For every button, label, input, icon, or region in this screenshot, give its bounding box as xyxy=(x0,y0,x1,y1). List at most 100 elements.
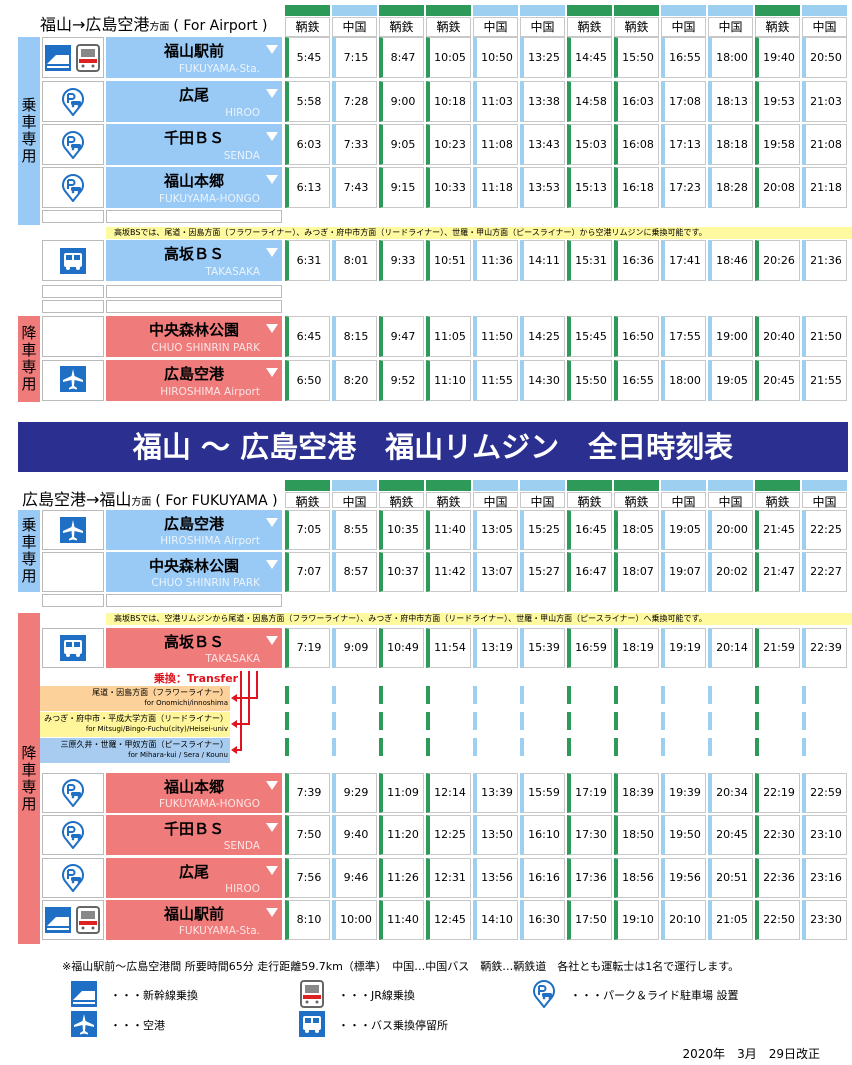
time-cell: 5:45 xyxy=(285,37,330,78)
column-stripe xyxy=(473,738,477,756)
time-cell: 10:51 xyxy=(426,240,471,281)
column-stripe xyxy=(708,712,712,730)
stop-name: 福山本郷 xyxy=(163,778,224,796)
stop-name: 中央森林公園 xyxy=(148,557,239,575)
column-stripe xyxy=(755,686,759,704)
time-cell: 21:08 xyxy=(802,124,847,165)
time-cell: 17:55 xyxy=(661,316,706,357)
time-cell: 9:00 xyxy=(379,81,424,122)
time-cell: 7:07 xyxy=(285,552,330,592)
legend-label: ・・・バス乗換停留所 xyxy=(338,1019,448,1032)
time-cell: 19:19 xyxy=(661,628,706,668)
operator-label: 鞆鉄 xyxy=(426,492,471,509)
time-cell: 11:40 xyxy=(426,510,471,550)
operator-bar xyxy=(473,480,518,491)
time-cell: 21:45 xyxy=(755,510,800,550)
dropdown-arrow xyxy=(266,248,278,257)
icon-cell xyxy=(42,316,104,357)
time-cell: 9:47 xyxy=(379,316,424,357)
operator-bar xyxy=(285,5,330,16)
stop-name: 広島空港 xyxy=(163,365,224,383)
title-part: 方面 xyxy=(131,497,152,508)
stop-name: 広尾 xyxy=(178,86,209,104)
icon-bus xyxy=(298,1010,326,1038)
blank-cell xyxy=(106,285,282,298)
icon-graphic xyxy=(299,1011,325,1037)
time-cell: 19:56 xyxy=(661,858,706,898)
stop-box xyxy=(106,167,282,208)
time-cell: 15:50 xyxy=(614,37,659,78)
time-cell: 16:10 xyxy=(520,815,565,855)
time-cell: 19:39 xyxy=(661,773,706,813)
operator-label: 鞆鉄 xyxy=(285,17,330,37)
time-cell: 8:57 xyxy=(332,552,377,592)
icon-graphic xyxy=(71,1011,97,1037)
column-stripe xyxy=(473,712,477,730)
icon-graphic xyxy=(60,517,86,543)
time-cell: 13:56 xyxy=(473,858,518,898)
stop-name-en: FUKUYAMA-Sta. xyxy=(178,63,260,75)
dropdown-arrow xyxy=(266,781,278,790)
operator-bar xyxy=(379,480,424,491)
time-cell: 10:05 xyxy=(426,37,471,78)
time-cell: 20:00 xyxy=(708,510,753,550)
time-cell: 11:55 xyxy=(473,360,518,401)
icon-graphic xyxy=(62,779,84,808)
time-cell: 20:40 xyxy=(755,316,800,357)
time-cell: 22:39 xyxy=(802,628,847,668)
time-cell: 10:35 xyxy=(379,510,424,550)
time-cell: 9:29 xyxy=(332,773,377,813)
time-cell: 22:36 xyxy=(755,858,800,898)
time-cell: 17:23 xyxy=(661,167,706,208)
time-cell: 8:55 xyxy=(332,510,377,550)
time-cell: 5:58 xyxy=(285,81,330,122)
operator-bar xyxy=(332,480,377,491)
time-cell: 10:33 xyxy=(426,167,471,208)
icon-graphic xyxy=(60,247,86,274)
time-cell: 17:30 xyxy=(567,815,612,855)
time-cell: 9:09 xyxy=(332,628,377,668)
operator-label: 鞆鉄 xyxy=(755,17,800,37)
time-cell: 13:53 xyxy=(520,167,565,208)
transfer-route xyxy=(40,738,230,763)
stop-box xyxy=(106,773,282,813)
time-cell: 18:56 xyxy=(614,858,659,898)
operator-bar xyxy=(802,5,847,16)
icon-graphic xyxy=(71,981,97,1007)
column-stripe xyxy=(332,712,336,730)
blank-cell xyxy=(106,594,282,607)
time-cell: 18:05 xyxy=(614,510,659,550)
transfer-heading: 乗換：Transfer xyxy=(153,672,239,685)
column-stripe xyxy=(426,686,430,704)
stop-name: 福山駅前 xyxy=(163,905,224,923)
time-cell: 20:50 xyxy=(802,37,847,78)
operator-label: 鞆鉄 xyxy=(379,492,424,509)
title-part: ( For FUKUYAMA ) xyxy=(155,493,278,509)
time-cell: 22:25 xyxy=(802,510,847,550)
column-stripe xyxy=(520,712,524,730)
icon-graphic xyxy=(62,864,84,893)
time-cell: 13:43 xyxy=(520,124,565,165)
time-cell: 19:53 xyxy=(755,81,800,122)
time-cell: 13:50 xyxy=(473,815,518,855)
blank-cell xyxy=(42,594,104,607)
operator-bar xyxy=(520,5,565,16)
blank-cell xyxy=(42,285,104,298)
time-cell: 23:10 xyxy=(802,815,847,855)
operator-label: 中国 xyxy=(661,492,706,509)
time-cell: 12:14 xyxy=(426,773,471,813)
arrow-head xyxy=(231,694,237,702)
icon-train xyxy=(44,44,72,72)
time-cell: 13:07 xyxy=(473,552,518,592)
time-cell: 6:45 xyxy=(285,316,330,357)
operator-bar xyxy=(426,5,471,16)
time-cell: 11:10 xyxy=(426,360,471,401)
time-cell: 16:18 xyxy=(614,167,659,208)
revised-date: 2020年 3月 29日改正 xyxy=(682,1047,820,1061)
time-cell: 12:45 xyxy=(426,900,471,940)
time-cell: 14:25 xyxy=(520,316,565,357)
operator-bar xyxy=(520,480,565,491)
time-cell: 11:40 xyxy=(379,900,424,940)
dropdown-arrow xyxy=(266,636,278,645)
stop-name-en: SENDA xyxy=(223,150,260,162)
